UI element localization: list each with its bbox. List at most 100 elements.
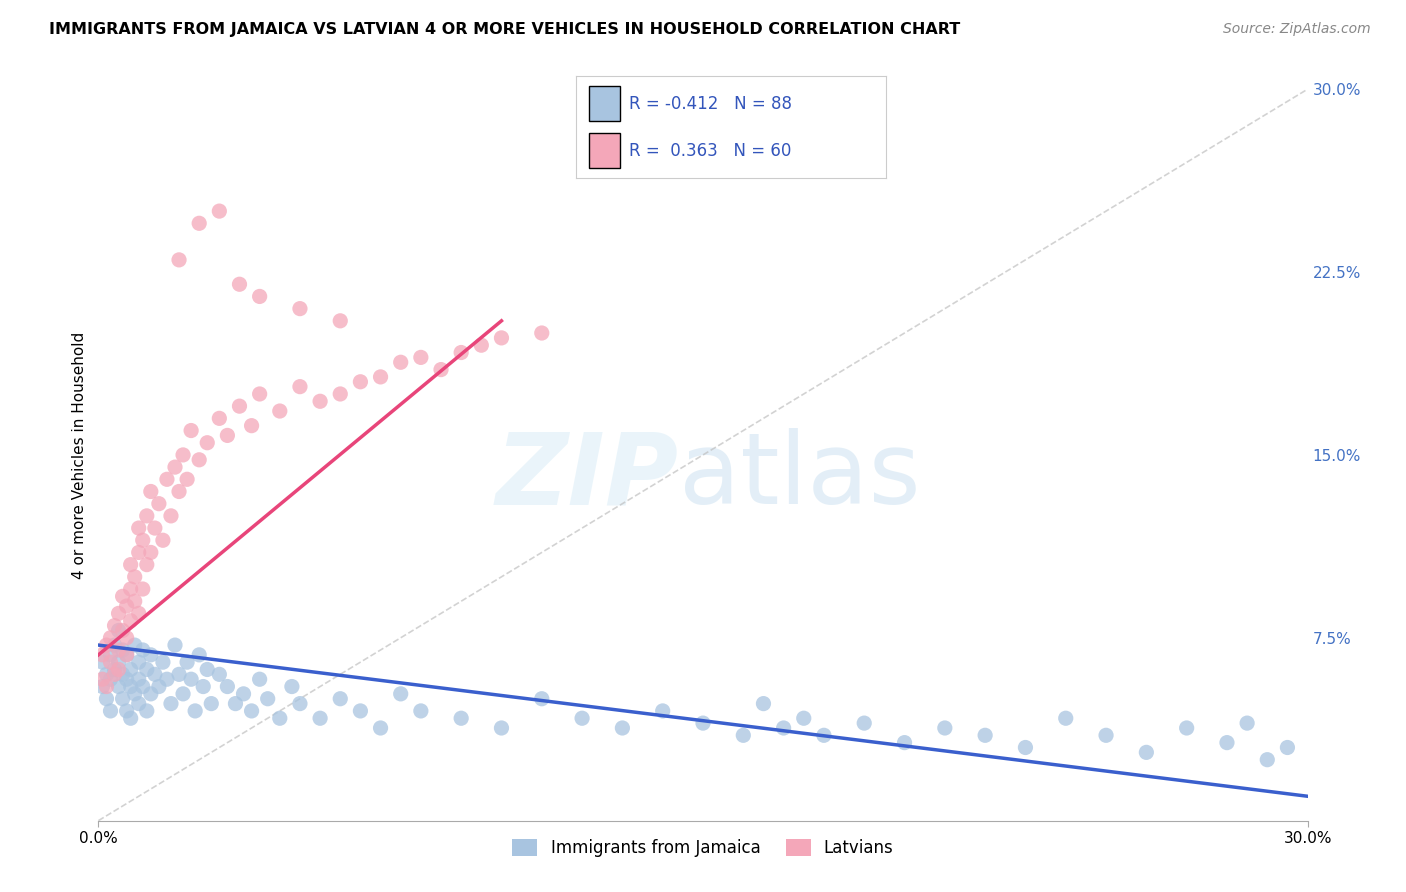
Point xyxy=(1095,728,1118,742)
Point xyxy=(228,399,250,413)
Point xyxy=(120,680,142,694)
Point xyxy=(269,711,291,725)
Point xyxy=(107,607,129,621)
Point xyxy=(470,338,492,352)
Point xyxy=(156,672,179,686)
Point xyxy=(208,411,231,425)
Point xyxy=(152,533,174,548)
Point xyxy=(135,558,157,572)
Point xyxy=(107,663,129,677)
Point xyxy=(240,418,263,433)
Point xyxy=(329,314,352,328)
Point xyxy=(132,643,155,657)
Point xyxy=(128,521,150,535)
Point xyxy=(188,648,211,662)
Text: IMMIGRANTS FROM JAMAICA VS LATVIAN 4 OR MORE VEHICLES IN HOUSEHOLD CORRELATION C: IMMIGRANTS FROM JAMAICA VS LATVIAN 4 OR … xyxy=(49,22,960,37)
Point xyxy=(135,508,157,523)
Point xyxy=(389,355,412,369)
Point xyxy=(188,452,211,467)
Point xyxy=(329,387,352,401)
Point xyxy=(120,614,142,628)
Point xyxy=(249,289,271,303)
Point xyxy=(1014,740,1036,755)
Point xyxy=(100,655,122,669)
Point xyxy=(124,638,146,652)
Point xyxy=(288,697,311,711)
Point xyxy=(91,655,114,669)
Point xyxy=(115,672,138,686)
Point xyxy=(91,680,114,694)
Point xyxy=(139,648,162,662)
Text: atlas: atlas xyxy=(679,428,921,525)
Point xyxy=(172,448,194,462)
Point xyxy=(111,667,134,681)
Point xyxy=(96,691,118,706)
Point xyxy=(103,663,125,677)
Point xyxy=(349,704,371,718)
Point xyxy=(107,655,129,669)
Point xyxy=(530,326,553,340)
Point xyxy=(491,331,513,345)
Point xyxy=(124,594,146,608)
Point xyxy=(180,672,202,686)
Point xyxy=(167,252,190,267)
Point xyxy=(139,687,162,701)
Point xyxy=(120,558,142,572)
Point xyxy=(409,704,432,718)
Point xyxy=(128,672,150,686)
Point xyxy=(96,667,118,681)
Point xyxy=(120,582,142,596)
Point xyxy=(1256,753,1278,767)
Point xyxy=(132,582,155,596)
Point xyxy=(111,624,134,638)
Text: R =  0.363   N = 60: R = 0.363 N = 60 xyxy=(628,142,792,160)
Point xyxy=(195,435,218,450)
Point xyxy=(370,721,392,735)
Point xyxy=(288,301,311,316)
Point xyxy=(132,533,155,548)
Point xyxy=(772,721,794,735)
Point xyxy=(139,484,162,499)
Point xyxy=(217,680,239,694)
Point xyxy=(430,362,453,376)
Point xyxy=(249,387,271,401)
Point xyxy=(1236,716,1258,731)
Point xyxy=(143,667,166,681)
Point xyxy=(128,607,150,621)
Point xyxy=(1216,736,1239,750)
Point xyxy=(115,631,138,645)
Point xyxy=(188,216,211,230)
Point xyxy=(1277,740,1299,755)
Point xyxy=(288,379,311,393)
Point xyxy=(269,404,291,418)
Point xyxy=(139,545,162,559)
Point xyxy=(160,697,183,711)
Point xyxy=(96,680,118,694)
Point xyxy=(793,711,815,725)
Point xyxy=(143,521,166,535)
Point xyxy=(176,655,198,669)
Point xyxy=(111,691,134,706)
Legend: Immigrants from Jamaica, Latvians: Immigrants from Jamaica, Latvians xyxy=(506,832,900,863)
Point xyxy=(193,680,215,694)
Point xyxy=(111,643,134,657)
Point xyxy=(256,691,278,706)
Point xyxy=(571,711,593,725)
Point xyxy=(450,711,472,725)
Point xyxy=(111,590,134,604)
Point xyxy=(103,667,125,681)
Point xyxy=(309,394,332,409)
Point xyxy=(329,691,352,706)
FancyBboxPatch shape xyxy=(589,87,620,121)
Point xyxy=(91,672,114,686)
Point xyxy=(813,728,835,742)
Point xyxy=(217,428,239,442)
Point xyxy=(132,680,155,694)
Point xyxy=(128,655,150,669)
Text: R = -0.412   N = 88: R = -0.412 N = 88 xyxy=(628,95,792,112)
Point xyxy=(163,638,186,652)
Point xyxy=(124,570,146,584)
Point xyxy=(115,648,138,662)
Point xyxy=(651,704,673,718)
Point xyxy=(135,704,157,718)
